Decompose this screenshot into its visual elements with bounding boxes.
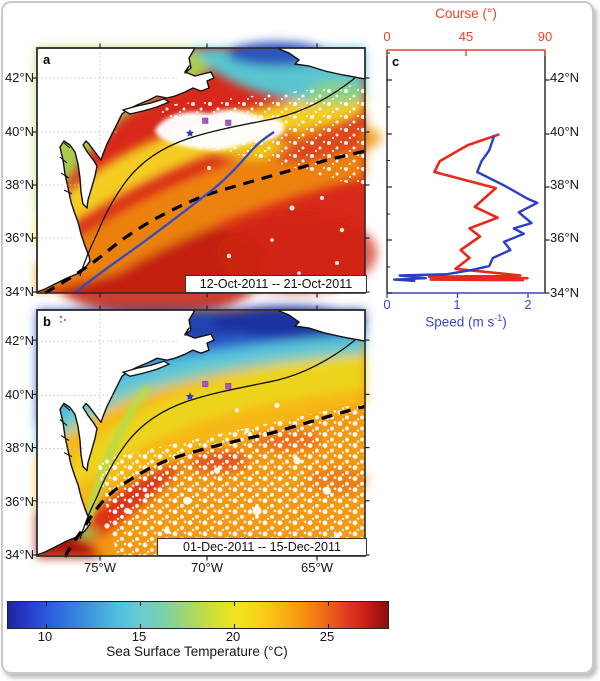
panel-a-letter: a — [43, 52, 51, 67]
shelf-break-contour — [79, 339, 356, 540]
plot-background — [387, 50, 545, 293]
chesapeake-tributaries — [59, 142, 73, 195]
long-island — [121, 98, 171, 115]
course-profile-line — [427, 133, 529, 282]
coastline-land — [36, 47, 215, 293]
star-marker — [185, 129, 195, 137]
speed-tick-label: 2 — [524, 297, 532, 312]
colorbar-tick-label: 20 — [225, 629, 241, 644]
date-range-label-b: 01-Dec-2011 -- 15-Dec-2011 — [157, 538, 367, 556]
lat-label: 40°N — [550, 124, 580, 139]
sst-map-panel-b — [32, 305, 370, 561]
speed-tick-label: 1 — [453, 297, 461, 312]
gulf-stream-dashed-line — [44, 149, 366, 295]
lon-label: 65°W — [301, 560, 333, 575]
gulf-stream-dashed-line — [63, 404, 366, 558]
colorbar-tick — [45, 624, 47, 628]
colorbar-tick — [139, 624, 141, 628]
cloud-speckles — [97, 402, 365, 558]
profile-series-lines — [392, 133, 539, 283]
shelf-break-contour — [79, 77, 356, 277]
lat-label: 34°N — [4, 547, 34, 562]
long-island — [121, 360, 171, 377]
colorbar-tick-label: 25 — [319, 629, 335, 644]
star-marker — [185, 392, 195, 401]
lat-label: 36°N — [4, 494, 34, 509]
lat-label: 34°N — [550, 285, 580, 300]
speed-axis-title: Speed (m s-1) — [425, 313, 507, 330]
colorbar-tick — [328, 624, 330, 628]
mooring-square-marker — [225, 383, 232, 390]
colorbar-tick-label: 10 — [37, 629, 53, 644]
cloud-speckles — [157, 84, 365, 188]
panel-c-letter: c — [392, 54, 400, 69]
colorbar-tick — [233, 624, 235, 628]
compass-mark — [59, 315, 67, 324]
lon-label: 70°W — [191, 560, 223, 575]
date-range-label-a: 12-Oct-2011 -- 21-Oct-2011 — [185, 275, 367, 293]
course-tick-label: 0 — [383, 29, 391, 44]
mooring-square-marker — [225, 119, 232, 126]
chesapeake-tributaries — [59, 404, 73, 458]
sst-colorbar — [7, 601, 389, 629]
lat-label: 42°N — [4, 333, 34, 348]
colorbar-tick — [45, 602, 47, 606]
axis-ticks — [386, 50, 550, 298]
graticule-dotted — [37, 48, 177, 239]
mooring-square-marker — [202, 381, 209, 388]
colorbar-tick — [328, 602, 330, 606]
lat-label: 38°N — [4, 440, 34, 455]
lat-label: 38°N — [550, 177, 580, 192]
graticule-dotted — [37, 310, 177, 504]
colorbar-tick-label: 15 — [131, 629, 147, 644]
panel-b-letter: b — [43, 314, 51, 329]
lat-label: 36°N — [550, 230, 580, 245]
sst-map-panel-a — [32, 42, 382, 318]
glider-track-line — [74, 131, 275, 294]
speed-profile-line — [392, 135, 539, 283]
colorbar-tick — [139, 602, 141, 606]
lat-label: 42°N — [4, 70, 34, 85]
mooring-square-marker — [202, 117, 209, 124]
lat-label: 40°N — [4, 124, 34, 139]
lat-label: 38°N — [4, 177, 34, 192]
panel-a-frame — [36, 47, 366, 294]
lat-label: 40°N — [4, 387, 34, 402]
colorbar-tick — [233, 602, 235, 606]
course-axis-title: Course (°) — [435, 6, 497, 21]
speed-tick-label: 0 — [383, 297, 391, 312]
course-tick-label: 45 — [458, 29, 474, 44]
coastline-land — [36, 309, 215, 556]
course-tick-label: 90 — [537, 29, 553, 44]
lat-label: 36°N — [4, 230, 34, 245]
colorbar-title: Sea Surface Temperature (°C) — [106, 644, 288, 659]
panel-b-frame — [36, 309, 366, 557]
lon-label: 75°W — [84, 560, 116, 575]
lat-label: 42°N — [550, 70, 580, 85]
course-speed-profile-panel-c — [386, 49, 550, 298]
lat-label: 34°N — [4, 284, 34, 299]
